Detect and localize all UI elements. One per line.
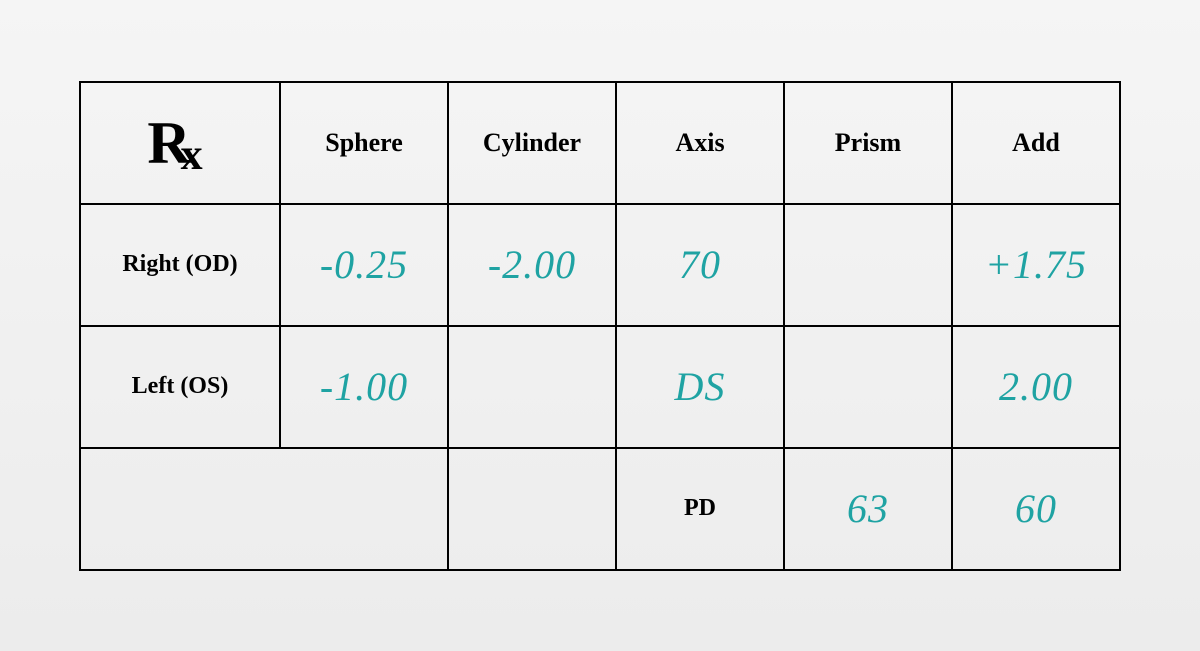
right-axis: 70 (616, 204, 784, 326)
pd-blank-2 (280, 448, 448, 570)
label-left-os: Left (OS) (80, 326, 280, 448)
col-cylinder: Cylinder (448, 82, 616, 204)
pd-blank-3 (448, 448, 616, 570)
col-axis: Axis (616, 82, 784, 204)
pd-blank-1 (80, 448, 280, 570)
label-pd: PD (616, 448, 784, 570)
rx-x: x (181, 130, 203, 179)
left-prism (784, 326, 952, 448)
right-add: +1.75 (952, 204, 1120, 326)
prescription-table: Rx Sphere Cylinder Axis Prism Add Right … (79, 81, 1121, 571)
right-prism (784, 204, 952, 326)
left-axis: DS (616, 326, 784, 448)
rx-symbol-cell: Rx (80, 82, 280, 204)
col-add: Add (952, 82, 1120, 204)
col-prism: Prism (784, 82, 952, 204)
row-right-od: Right (OD) -0.25 -2.00 70 +1.75 (80, 204, 1120, 326)
label-right-od: Right (OD) (80, 204, 280, 326)
left-add: 2.00 (952, 326, 1120, 448)
header-row: Rx Sphere Cylinder Axis Prism Add (80, 82, 1120, 204)
right-sphere: -0.25 (280, 204, 448, 326)
col-sphere: Sphere (280, 82, 448, 204)
pd-val1: 63 (784, 448, 952, 570)
left-sphere: -1.00 (280, 326, 448, 448)
rx-icon: Rx (147, 113, 212, 173)
row-pd: PD 63 60 (80, 448, 1120, 570)
row-left-os: Left (OS) -1.00 DS 2.00 (80, 326, 1120, 448)
right-cylinder: -2.00 (448, 204, 616, 326)
left-cylinder (448, 326, 616, 448)
pd-val2: 60 (952, 448, 1120, 570)
